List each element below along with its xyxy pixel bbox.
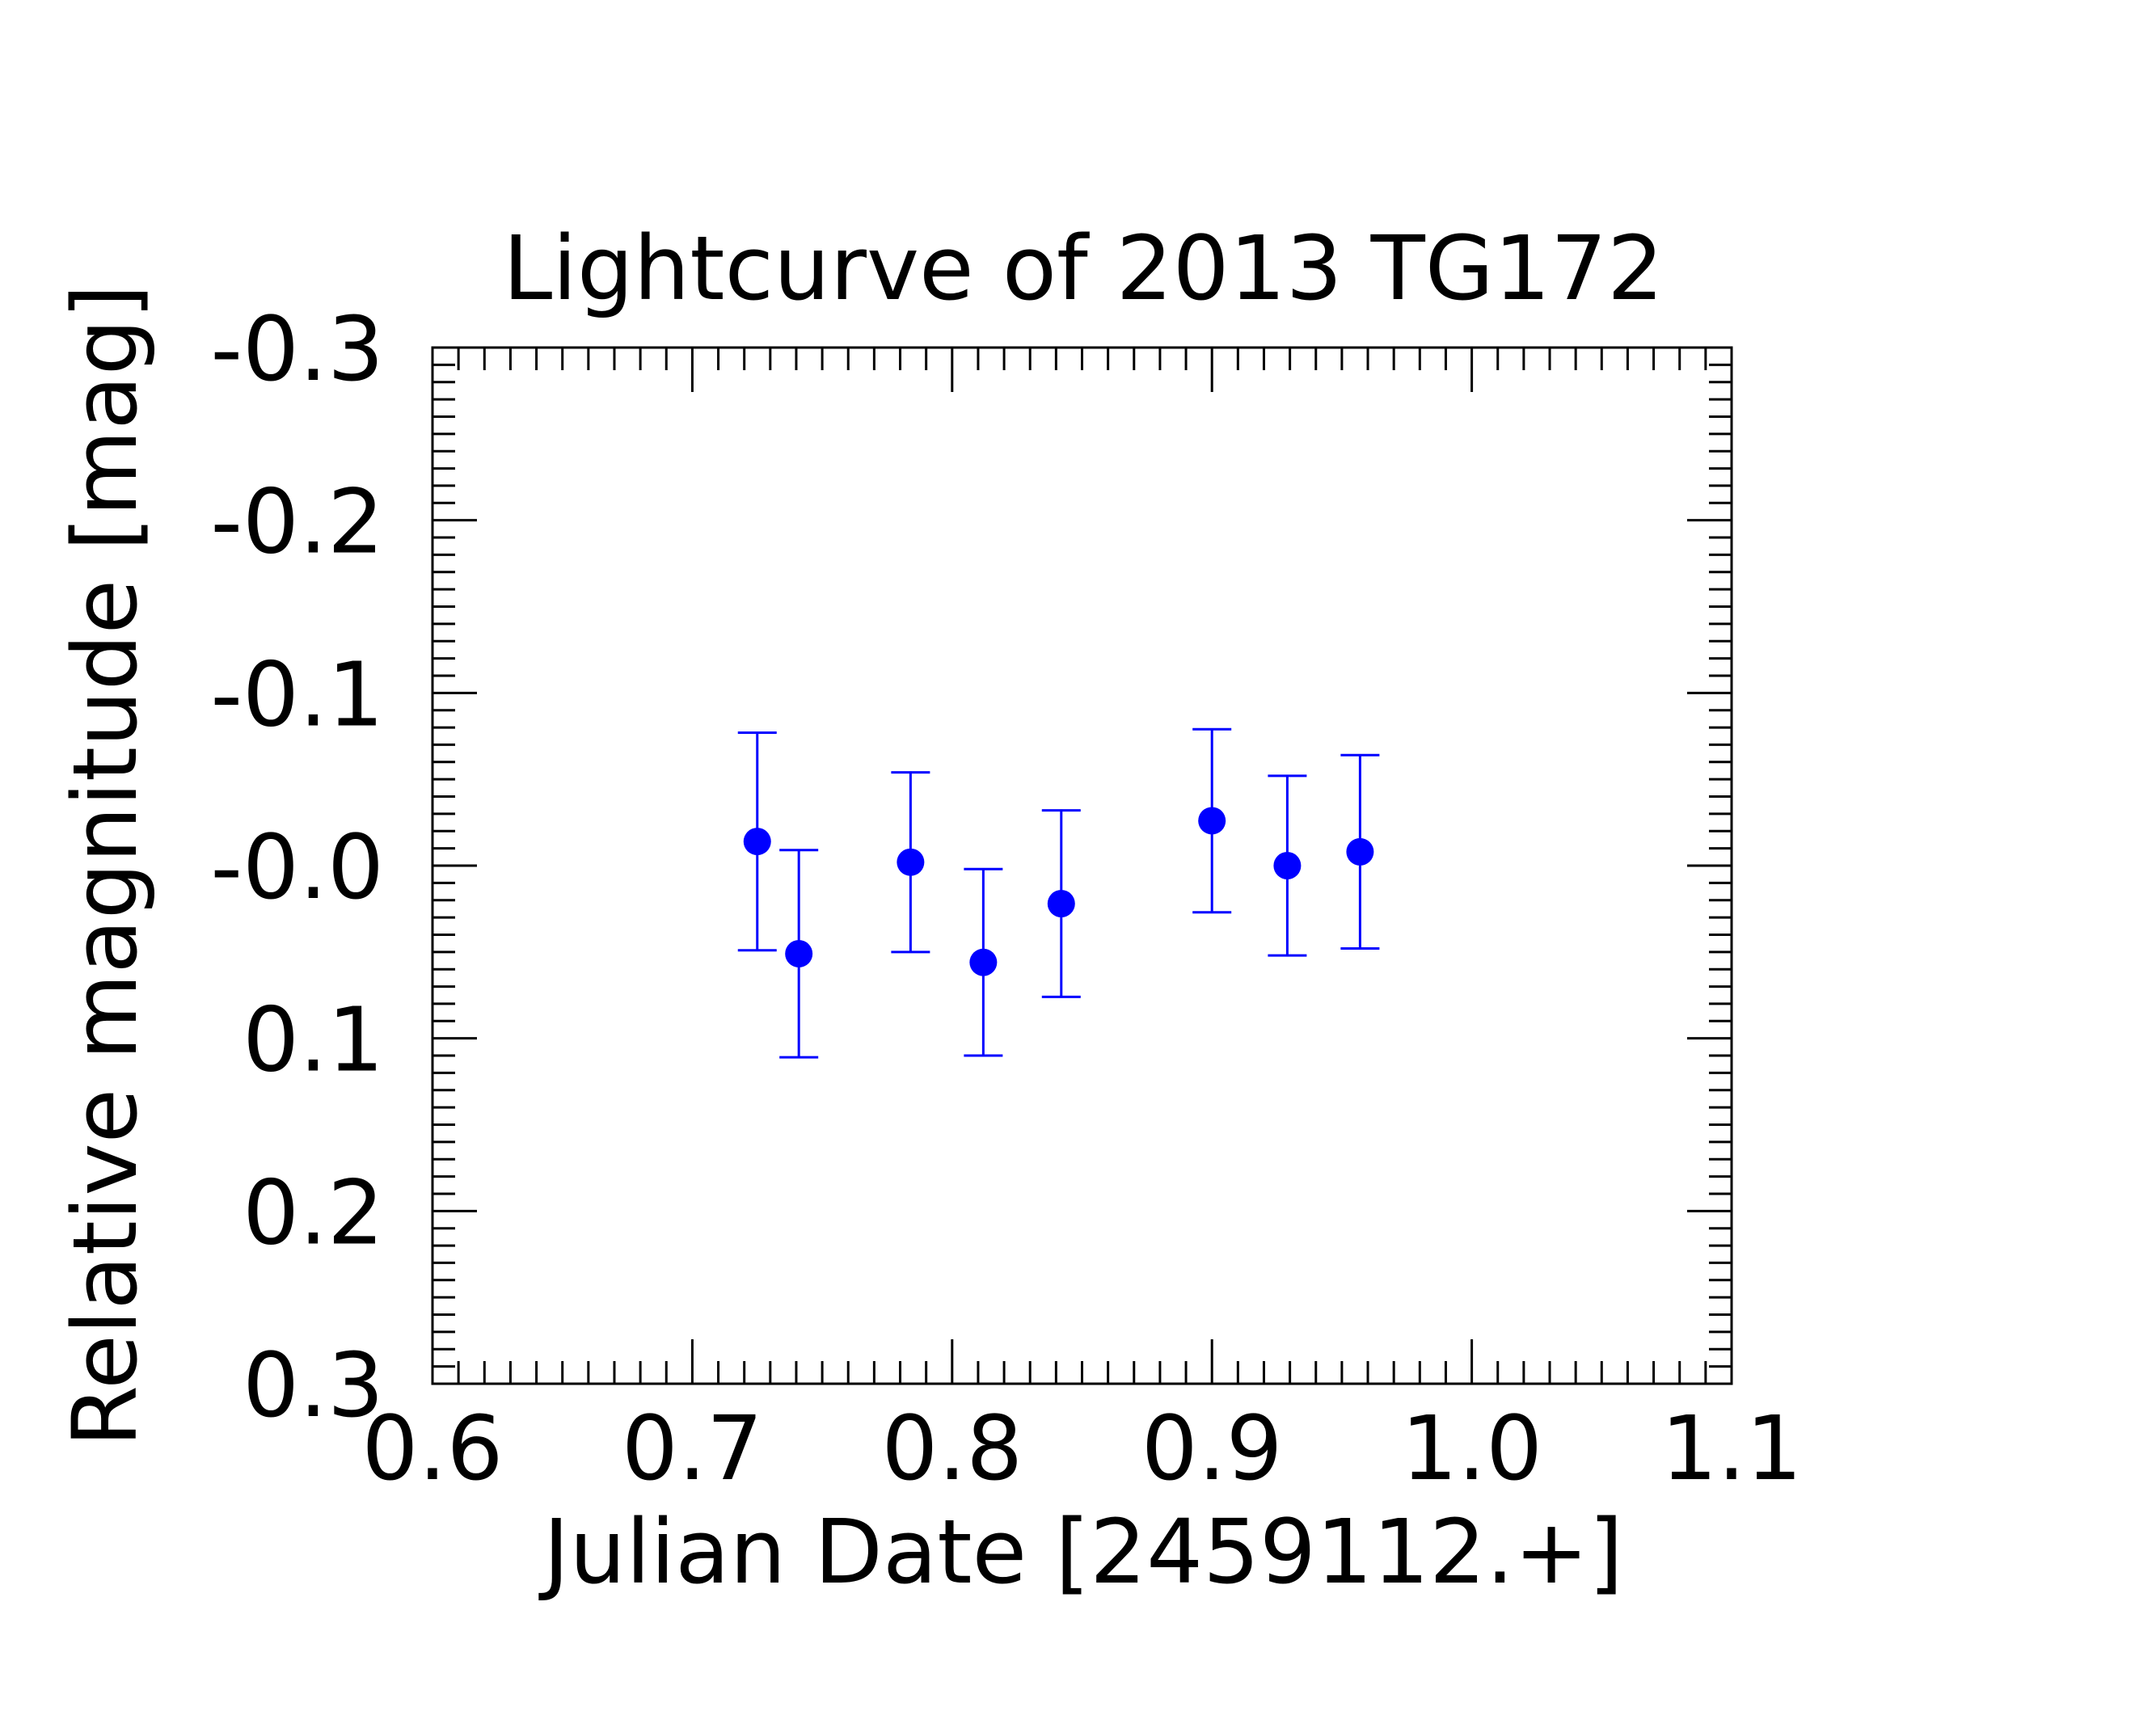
y-tick-label: 0.2 [243,1161,384,1264]
x-tick-label: 0.8 [881,1397,1023,1500]
x-tick-label: 0.7 [622,1397,763,1500]
y-tick-labels: -0.3 -0.2 -0.1 -0.0 0.1 0.2 0.3 [210,297,384,1437]
x-tick-labels: 0.6 0.7 0.8 0.9 1.0 1.1 [362,1397,1803,1500]
y-axis-label: Relative magnitude [mag] [53,285,157,1448]
data-points [743,807,1374,976]
data-point [785,939,813,967]
data-point [1047,890,1075,918]
data-point [969,948,998,976]
x-tick-label: 0.9 [1141,1397,1283,1500]
data-point [743,828,771,856]
data-point [1273,852,1302,879]
y-tick-label: -0.1 [210,643,384,746]
data-point [897,848,925,876]
x-tick-label: 1.1 [1661,1397,1803,1500]
y-tick-label: -0.0 [210,816,384,919]
x-tick-label: 1.0 [1401,1397,1542,1500]
x-tick-label: 0.6 [362,1397,504,1500]
data-point [1346,837,1374,866]
chart-title: Lightcurve of 2013 TG172 [503,217,1664,320]
y-tick-label: 0.3 [243,1334,384,1437]
x-axis-label: Julian Date [2459112.+] [538,1500,1623,1604]
data-point [1198,807,1226,835]
y-tick-label: 0.1 [243,988,384,1092]
plot-frame [431,346,1733,1385]
y-tick-label: -0.2 [210,470,384,574]
minor-ticks [432,348,1732,1384]
y-tick-label: -0.3 [210,297,384,401]
